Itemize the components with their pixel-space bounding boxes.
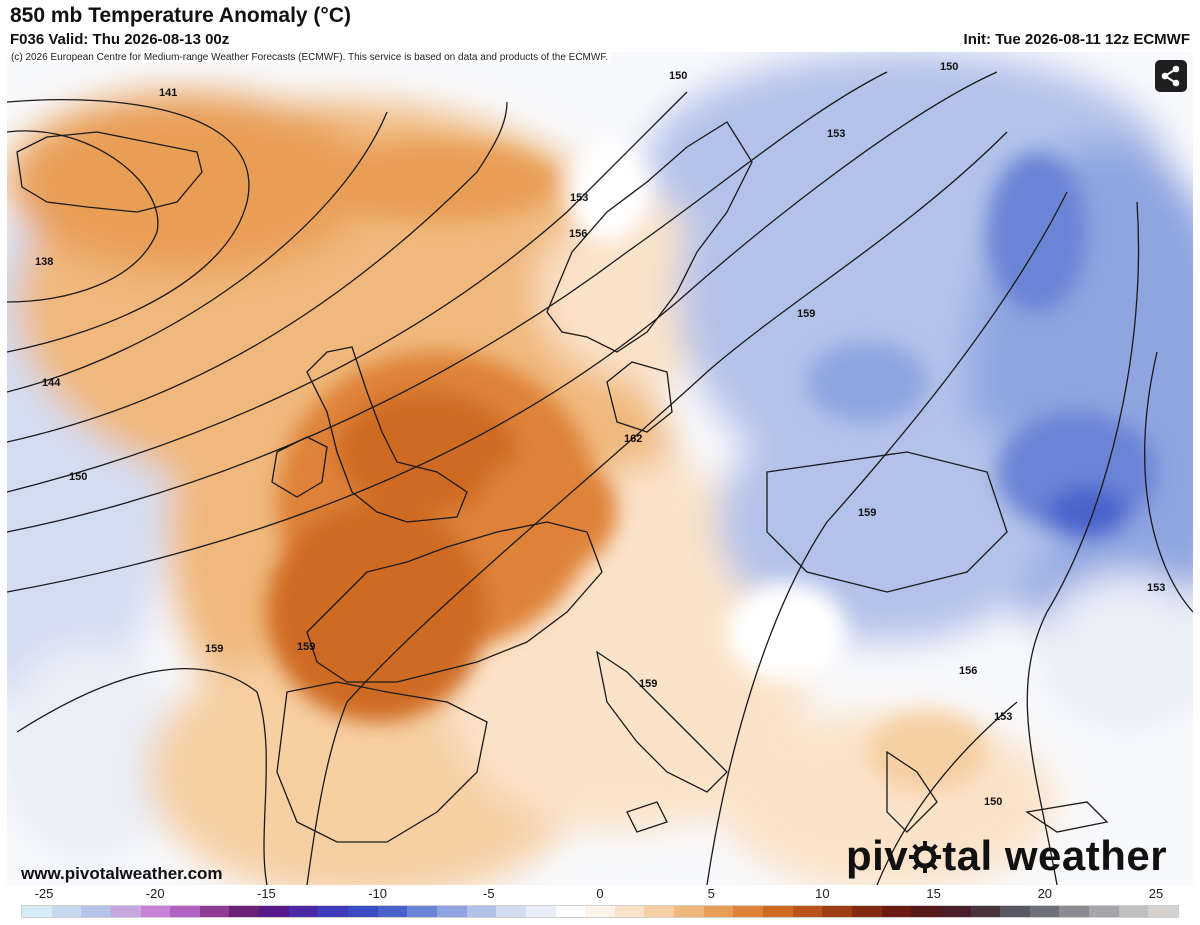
colorbar-swatch (703, 906, 734, 917)
contour-label: 150 (669, 70, 687, 82)
brand-text-right: tal weather (942, 832, 1168, 879)
copyright-notice: (c) 2026 European Centre for Medium-rang… (9, 52, 611, 63)
geopotential-contours (7, 71, 1193, 885)
contour-label: 141 (159, 87, 177, 99)
colorbar-swatch (792, 906, 823, 917)
coastlines (16, 121, 1109, 843)
colorbar-swatch (110, 906, 141, 917)
contour-label: 153 (994, 711, 1012, 723)
share-icon (1161, 65, 1180, 87)
colorbar-swatch (763, 906, 793, 917)
valid-time: F036 Valid: Thu 2026-08-13 00z (10, 31, 230, 48)
colorbar-swatch (555, 906, 586, 917)
contour-label: 153 (570, 192, 588, 204)
contour-label: 150 (940, 61, 958, 73)
colorbar-swatch (81, 906, 111, 917)
page-title: 850 mb Temperature Anomaly (°C) (10, 4, 351, 27)
colorbar-swatch (51, 906, 82, 917)
colorbar-swatch (229, 906, 260, 917)
colorbar-swatch (318, 906, 349, 917)
colorbar-swatch (170, 906, 200, 917)
colorbar-swatch (496, 906, 526, 917)
header: 850 mb Temperature Anomaly (°C) F036 Val… (0, 0, 1200, 52)
colorbar-swatch (407, 906, 437, 917)
colorbar-swatch (970, 906, 1001, 917)
colorbar-swatch (911, 906, 941, 917)
contour-label: 159 (639, 678, 657, 690)
colorbar-swatch (851, 906, 882, 917)
colorbar-tick-label: -5 (483, 886, 495, 901)
colorbar-swatch (1000, 906, 1030, 917)
map[interactable]: 141 138 144 150 150 150 150 153 153 153 … (7, 52, 1193, 885)
contour-label: 150 (69, 471, 87, 483)
colorbar-swatch (614, 906, 645, 917)
share-button[interactable] (1155, 60, 1187, 92)
colorbar-swatch (1089, 906, 1119, 917)
contour-label: 159 (858, 507, 876, 519)
colorbar-tick-label: 0 (596, 886, 604, 901)
brand-logo: piv tal weather (846, 832, 1167, 880)
contour-label: 159 (797, 308, 815, 320)
colorbar-swatch (140, 906, 171, 917)
gear-o-icon (909, 841, 942, 873)
colorbar-swatch (259, 906, 289, 917)
colorbar-swatch (22, 906, 52, 917)
colorbar-swatch (733, 906, 764, 917)
contour-label: 153 (1147, 582, 1165, 594)
contour-label: 156 (959, 665, 977, 677)
contour-label: 156 (569, 228, 587, 240)
colorbar-swatch (1118, 906, 1149, 917)
init-time: Init: Tue 2026-08-11 12z ECMWF (963, 31, 1190, 48)
colorbar-swatch (822, 906, 852, 917)
colorbar-tick-label: -25 (34, 886, 54, 901)
contour-label: 150 (984, 796, 1002, 808)
colorbar-swatch (466, 906, 497, 917)
colorbar-swatch (674, 906, 704, 917)
colorbar-tick-label: -20 (145, 886, 165, 901)
colorbar-swatch (1148, 906, 1178, 917)
contour-label: 159 (297, 641, 315, 653)
colorbar-swatch (644, 906, 675, 917)
colorbar-tick-label: 15 (926, 886, 941, 901)
brand-text-left: piv (846, 832, 909, 879)
colorbar-swatch (1029, 906, 1060, 917)
colorbar-tick-label: 5 (707, 886, 715, 901)
contour-label: 138 (35, 256, 53, 268)
contour-label: 159 (205, 643, 223, 655)
map-canvas: 141 138 144 150 150 150 150 153 153 153 … (7, 52, 1193, 885)
colorbar-tick-labels: -25 -20 -15 -10 -5 0 5 10 15 20 25 (0, 886, 1200, 904)
colorbar-swatch (288, 906, 319, 917)
contour-label: 162 (624, 433, 642, 445)
colorbar-swatch (525, 906, 556, 917)
anomaly-field (7, 52, 1193, 885)
contour-label: 144 (42, 377, 61, 389)
colorbar-swatch (1059, 906, 1090, 917)
colorbar-swatch (585, 906, 615, 917)
colorbar-swatch (348, 906, 378, 917)
colorbar-tick-label: 10 (815, 886, 830, 901)
colorbar-swatch (436, 906, 467, 917)
colorbar-swatch (881, 906, 912, 917)
contour-labels: 141 138 144 150 150 150 150 153 153 153 … (35, 61, 1165, 808)
colorbar-tick-label: 25 (1148, 886, 1164, 901)
colorbar-swatch (377, 906, 408, 917)
colorbar-tick-label: 20 (1037, 886, 1053, 901)
colorbar (21, 905, 1179, 918)
colorbar-swatch (199, 906, 230, 917)
website-link[interactable]: www.pivotalweather.com (21, 864, 223, 883)
colorbar-swatch (940, 906, 971, 917)
colorbar-tick-label: -15 (256, 886, 276, 901)
colorbar-tick-label: -10 (368, 886, 387, 901)
contour-label: 153 (827, 128, 845, 140)
